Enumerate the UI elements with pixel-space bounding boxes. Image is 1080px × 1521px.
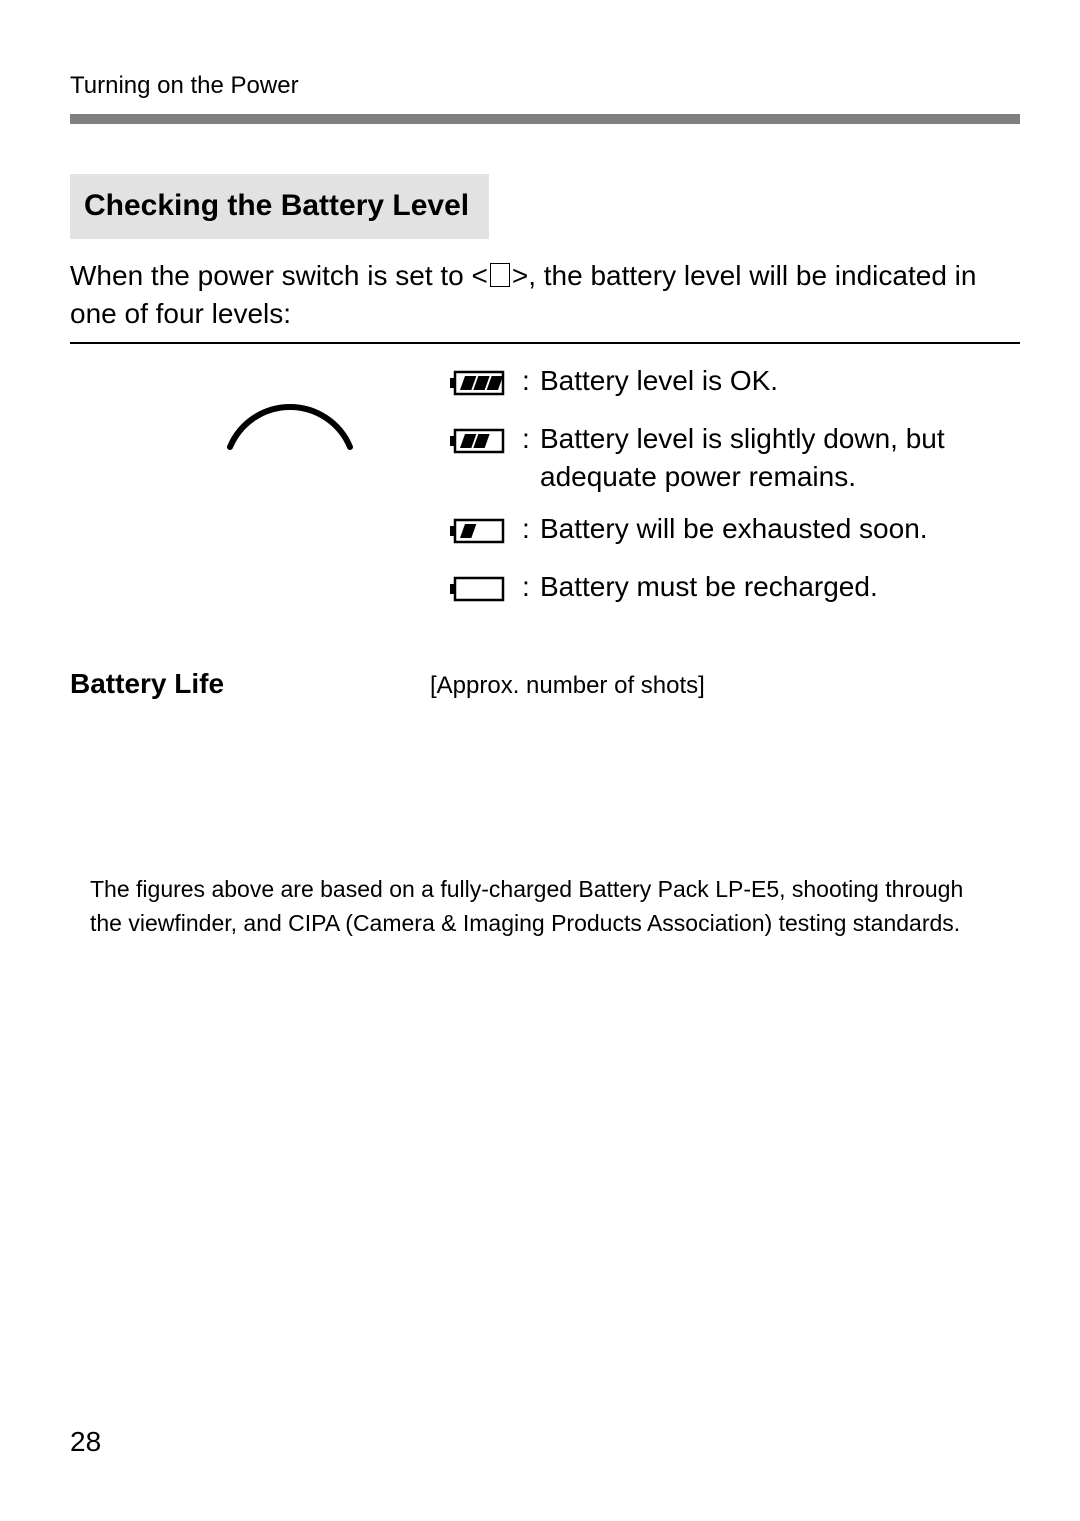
battery-level-desc: Battery must be recharged. (540, 568, 1020, 606)
intro-pre: When the power switch is set to < (70, 260, 488, 291)
cipa-footnote: The figures above are based on a fully-c… (70, 873, 1020, 940)
running-head: Turning on the Power (70, 70, 1020, 102)
battery-level-icon (450, 516, 522, 554)
battery-life-heading: Battery Life (70, 665, 430, 703)
camera-illustration-area (70, 362, 420, 582)
header-rule (70, 114, 1020, 124)
battery-life-heading-row: Battery Life [Approx. number of shots] (70, 665, 1020, 703)
battery-level-icon (450, 574, 522, 612)
battery-level-row: :Battery level is slightly down, but ade… (450, 420, 1020, 496)
battery-level-icon (450, 426, 522, 464)
battery-level-desc: Battery level is slightly down, but adeq… (540, 420, 1020, 496)
battery-level-icon (450, 368, 522, 406)
colon: : (522, 362, 540, 400)
battery-level-row: :Battery will be exhausted soon. (450, 510, 1020, 554)
power-on-glyph (490, 263, 510, 287)
approx-shots-note: [Approx. number of shots] (430, 670, 705, 702)
section-title: Checking the Battery Level (70, 174, 489, 239)
battery-level-row: :Battery level is OK. (450, 362, 1020, 406)
colon: : (522, 568, 540, 606)
battery-level-row: :Battery must be recharged. (450, 568, 1020, 612)
battery-levels-list: :Battery level is OK.:Battery level is s… (450, 362, 1020, 625)
battery-level-desc: Battery level is OK. (540, 362, 1020, 400)
colon: : (522, 510, 540, 548)
battery-levels-block: :Battery level is OK.:Battery level is s… (70, 362, 1020, 625)
manual-page: Turning on the Power Checking the Batter… (0, 0, 1080, 1521)
colon: : (522, 420, 540, 458)
page-number: 28 (70, 1423, 101, 1461)
dial-arc-icon (220, 392, 360, 452)
divider (70, 342, 1020, 344)
battery-level-desc: Battery will be exhausted soon. (540, 510, 1020, 548)
intro-text: When the power switch is set to <>, the … (70, 257, 1020, 333)
